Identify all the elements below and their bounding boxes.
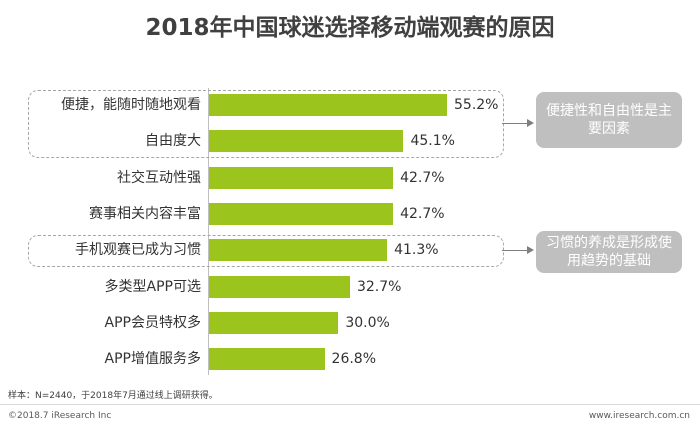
bar	[209, 166, 394, 189]
bar	[209, 94, 447, 116]
value-label: 41.3%	[394, 242, 439, 259]
bar	[209, 239, 388, 262]
category-label: 赛事相关内容丰富	[89, 205, 201, 222]
highlight-box-top-reasons	[28, 90, 504, 158]
sample-note: 样本：N=2440，于2018年7月通过线上调研获得。	[8, 391, 218, 401]
footer-website: www.iresearch.com.cn	[588, 411, 690, 421]
value-label: 26.8%	[331, 351, 377, 368]
bar	[209, 348, 325, 371]
chart-title: 2018年中国球迷选择移动端观赛的原因	[145, 15, 555, 41]
callout-arrow-line-2	[502, 250, 528, 251]
callout-arrow-head-2	[527, 246, 534, 254]
category-label: 自由度大	[145, 133, 201, 150]
category-label: 便捷，能随时随地观看	[61, 97, 201, 113]
category-label: APP会员特权多	[104, 314, 201, 331]
value-label: 32.7%	[356, 278, 402, 295]
footer-copyright: ©2018.7 iResearch Inc	[8, 411, 112, 421]
value-label: 30.0%	[345, 314, 390, 331]
category-label: 手机观赛已成为习惯	[75, 242, 201, 259]
category-label: APP增值服务多	[104, 351, 201, 368]
callout-habit: 习惯的养成是形成使用趋势的基础	[536, 231, 682, 273]
category-label: 多类型APP可选	[104, 278, 201, 295]
bar	[209, 311, 339, 334]
bar	[209, 275, 350, 298]
footer-divider	[0, 404, 700, 405]
bar	[209, 130, 404, 153]
value-label: 45.1%	[410, 133, 455, 150]
value-label: 55.2%	[454, 97, 499, 113]
category-label: 社交互动性强	[117, 169, 201, 186]
callout-arrow-head-1	[527, 119, 534, 127]
bar	[209, 202, 394, 225]
value-label: 42.7%	[400, 205, 445, 222]
callout-arrow-line-1	[502, 123, 528, 124]
callout-top-reasons: 便捷性和自由性是主要因素	[536, 92, 682, 148]
highlight-box-habit	[28, 235, 504, 267]
value-label: 42.7%	[400, 169, 445, 186]
category-axis-line	[208, 88, 209, 375]
